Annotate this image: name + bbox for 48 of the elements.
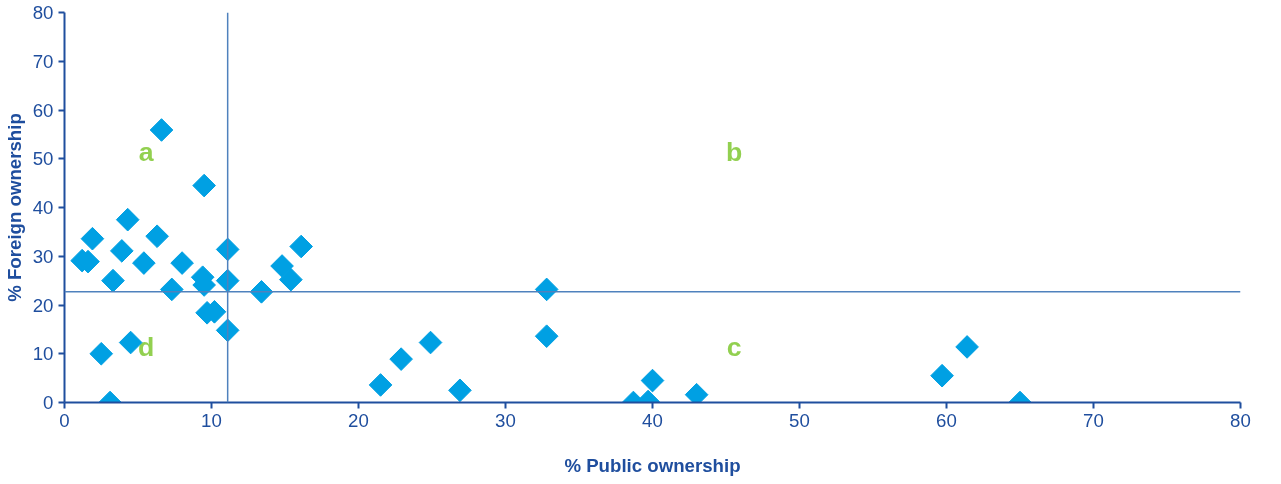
y-tick-label: 50 <box>32 148 54 170</box>
point <box>640 368 665 393</box>
point <box>215 318 240 343</box>
y-tick-label: 80 <box>32 2 54 23</box>
annotation: a <box>138 137 154 168</box>
x-tick-label: 50 <box>789 409 810 431</box>
point <box>101 268 125 293</box>
point <box>132 251 156 275</box>
point <box>192 173 216 198</box>
point <box>115 207 140 232</box>
x-tick-label: 0 <box>59 409 70 431</box>
annotation: d <box>137 332 155 363</box>
annotation: b <box>725 137 743 168</box>
y-tick-label: 20 <box>32 294 54 316</box>
x-tick-label: 40 <box>642 409 663 431</box>
point <box>110 239 134 263</box>
y-tick-label: 60 <box>32 99 54 121</box>
y-tick-label: 70 <box>32 50 54 72</box>
annotation: c <box>726 332 742 363</box>
point <box>534 324 559 349</box>
point <box>215 237 240 262</box>
point <box>145 224 169 249</box>
point <box>80 226 105 251</box>
y-tick-label: 10 <box>32 343 54 365</box>
point <box>149 118 174 142</box>
x-axis-title: % Public ownership <box>564 454 741 476</box>
x-tick-label: 80 <box>1230 409 1251 431</box>
point <box>270 254 294 278</box>
y-tick-label: 40 <box>32 197 54 218</box>
x-tick-label: 30 <box>495 409 516 431</box>
point <box>930 363 954 388</box>
y-tick-label: 0 <box>43 392 54 413</box>
y-tick-label: 30 <box>32 245 54 267</box>
point <box>368 373 393 397</box>
point <box>89 341 114 366</box>
point <box>389 347 413 371</box>
x-tick-label: 20 <box>348 409 369 431</box>
point <box>289 234 313 259</box>
point <box>955 335 979 359</box>
x-tick-label: 60 <box>936 409 957 431</box>
point <box>279 267 303 292</box>
y-axis-title: % Foreign ownership <box>3 113 25 302</box>
point <box>170 251 194 275</box>
point <box>418 330 443 355</box>
point <box>448 378 472 403</box>
x-tick-label: 70 <box>1083 409 1104 431</box>
point <box>215 268 240 293</box>
x-tick-label: 10 <box>201 409 222 431</box>
